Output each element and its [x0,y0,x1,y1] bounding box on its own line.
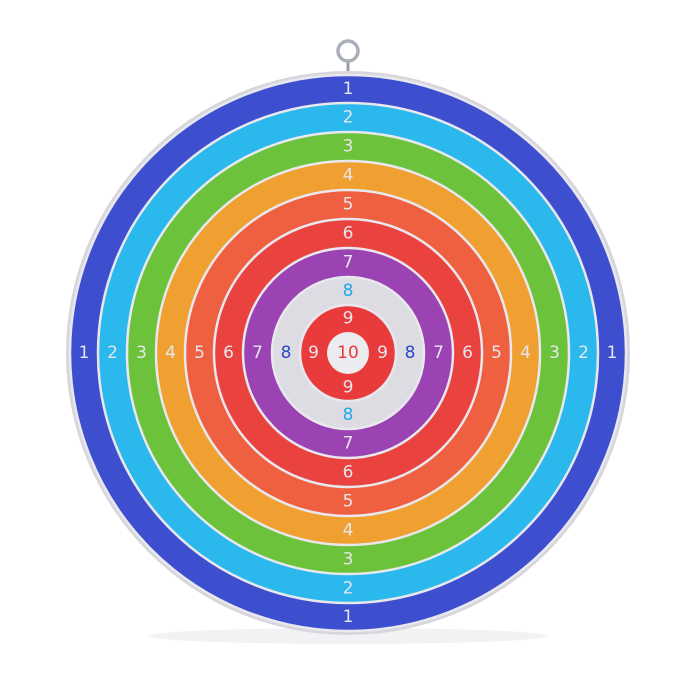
ring-label-1-top: 1 [343,79,354,99]
ring-label-2-top: 2 [343,108,354,128]
bullseye-label: 10 [337,343,359,363]
ring-label-9-bottom: 9 [343,378,354,398]
ring-label-5-top: 5 [343,195,354,215]
ring-label-6-right: 6 [462,343,473,363]
ring-label-9-right: 9 [377,343,388,363]
ring-label-2-bottom: 2 [343,579,354,599]
ring-label-8-top: 8 [343,281,354,301]
ring-label-4-right: 4 [520,343,531,363]
ring-label-7-bottom: 7 [343,434,354,454]
ring-label-1-left: 1 [79,343,90,363]
hanging-hook-icon [336,39,360,76]
bullseye [327,332,369,374]
ring-label-4-top: 4 [343,166,354,186]
ring-label-6-left: 6 [223,343,234,363]
ring-label-8-bottom: 8 [343,405,354,425]
ring-label-2-right: 2 [578,343,589,363]
ring-label-3-top: 3 [343,137,354,157]
ring-label-7-right: 7 [433,343,444,363]
ring-label-3-right: 3 [549,343,560,363]
ring-label-7-left: 7 [252,343,263,363]
board-shadow [148,628,548,644]
ring-label-1-bottom: 1 [343,607,354,627]
ring-label-6-bottom: 6 [343,463,354,483]
ring-label-6-top: 6 [343,224,354,244]
ring-label-9-top: 9 [343,309,354,329]
ring-label-5-right: 5 [491,343,502,363]
ring-label-2-left: 2 [107,343,118,363]
ring-label-5-bottom: 5 [343,492,354,512]
ring-label-4-left: 4 [165,343,176,363]
ring-label-5-left: 5 [194,343,205,363]
ring-label-1-right: 1 [607,343,618,363]
ring-label-3-left: 3 [136,343,147,363]
ring-label-4-bottom: 4 [343,521,354,541]
ring-label-7-top: 7 [343,253,354,273]
ring-label-9-left: 9 [308,343,319,363]
ring-label-8-left: 8 [281,343,292,363]
ring-label-8-right: 8 [405,343,416,363]
ring-label-3-bottom: 3 [343,550,354,570]
